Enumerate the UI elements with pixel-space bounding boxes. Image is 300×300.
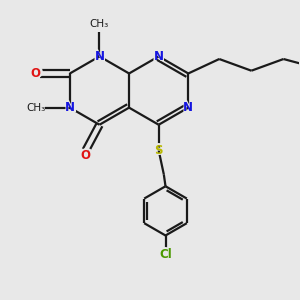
Text: N: N — [63, 100, 76, 115]
Text: CH₃: CH₃ — [90, 19, 109, 29]
Text: S: S — [154, 144, 163, 157]
Text: O: O — [79, 148, 92, 163]
Text: O: O — [31, 67, 41, 80]
Text: N: N — [65, 101, 75, 114]
Text: O: O — [81, 149, 91, 162]
Text: N: N — [182, 100, 195, 115]
Text: O: O — [29, 66, 42, 81]
Text: Cl: Cl — [159, 248, 172, 261]
Text: N: N — [94, 50, 104, 63]
Text: N: N — [93, 49, 106, 64]
Text: S: S — [153, 143, 164, 158]
Text: CH₃: CH₃ — [26, 103, 45, 112]
Text: N: N — [154, 50, 164, 63]
Text: N: N — [152, 49, 165, 64]
Text: N: N — [183, 101, 193, 114]
Text: Cl: Cl — [157, 247, 174, 262]
